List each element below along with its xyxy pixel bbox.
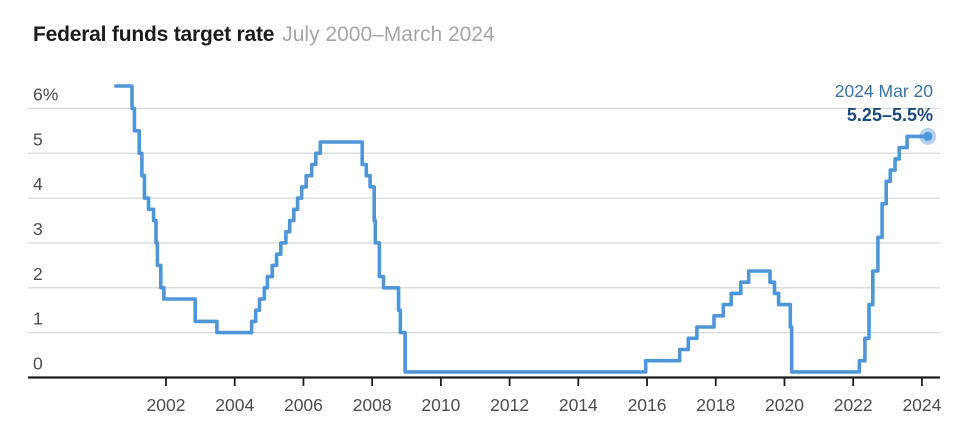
chart-header: Federal funds target rate July 2000–March… — [33, 22, 495, 48]
chart-title: Federal funds target rate — [33, 23, 275, 46]
x-axis-tick-label: 2016 — [628, 395, 667, 415]
x-axis-tick-label: 2006 — [284, 395, 323, 415]
x-axis-tick-label: 2012 — [490, 395, 529, 415]
y-axis-tick-label: 2 — [33, 264, 43, 284]
y-axis-tick-label: 5 — [33, 129, 43, 149]
annotation-date: 2024 Mar 20 — [835, 81, 934, 101]
annotation-rate-value: 5.25–5.5% — [847, 105, 933, 125]
x-axis-tick-label: 2008 — [353, 395, 392, 415]
y-axis-tick-label: 0 — [33, 354, 43, 374]
x-axis-tick-label: 2024 — [902, 395, 941, 415]
x-axis-tick-label: 2020 — [765, 395, 804, 415]
x-axis-tick-label: 2010 — [421, 395, 460, 415]
x-axis-tick-label: 2002 — [147, 395, 186, 415]
x-axis-tick-label: 2022 — [834, 395, 873, 415]
y-axis-tick-label: 4 — [33, 174, 43, 194]
y-axis-tick-label: 1 — [33, 309, 43, 329]
y-axis-tick-label: 3 — [33, 219, 43, 239]
end-dot — [923, 131, 933, 142]
x-axis-tick-label: 2004 — [215, 395, 254, 415]
rate-step-line — [114, 84, 930, 374]
y-axis-tick-label: 6% — [33, 84, 58, 104]
x-axis-tick-label: 2018 — [696, 395, 735, 415]
x-axis-tick-label: 2014 — [559, 395, 598, 415]
chart-subtitle: July 2000–March 2024 — [282, 23, 495, 46]
